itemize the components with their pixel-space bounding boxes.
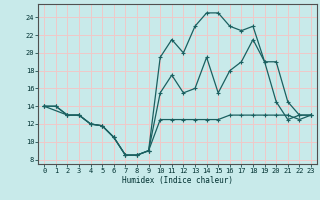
X-axis label: Humidex (Indice chaleur): Humidex (Indice chaleur) bbox=[122, 176, 233, 185]
